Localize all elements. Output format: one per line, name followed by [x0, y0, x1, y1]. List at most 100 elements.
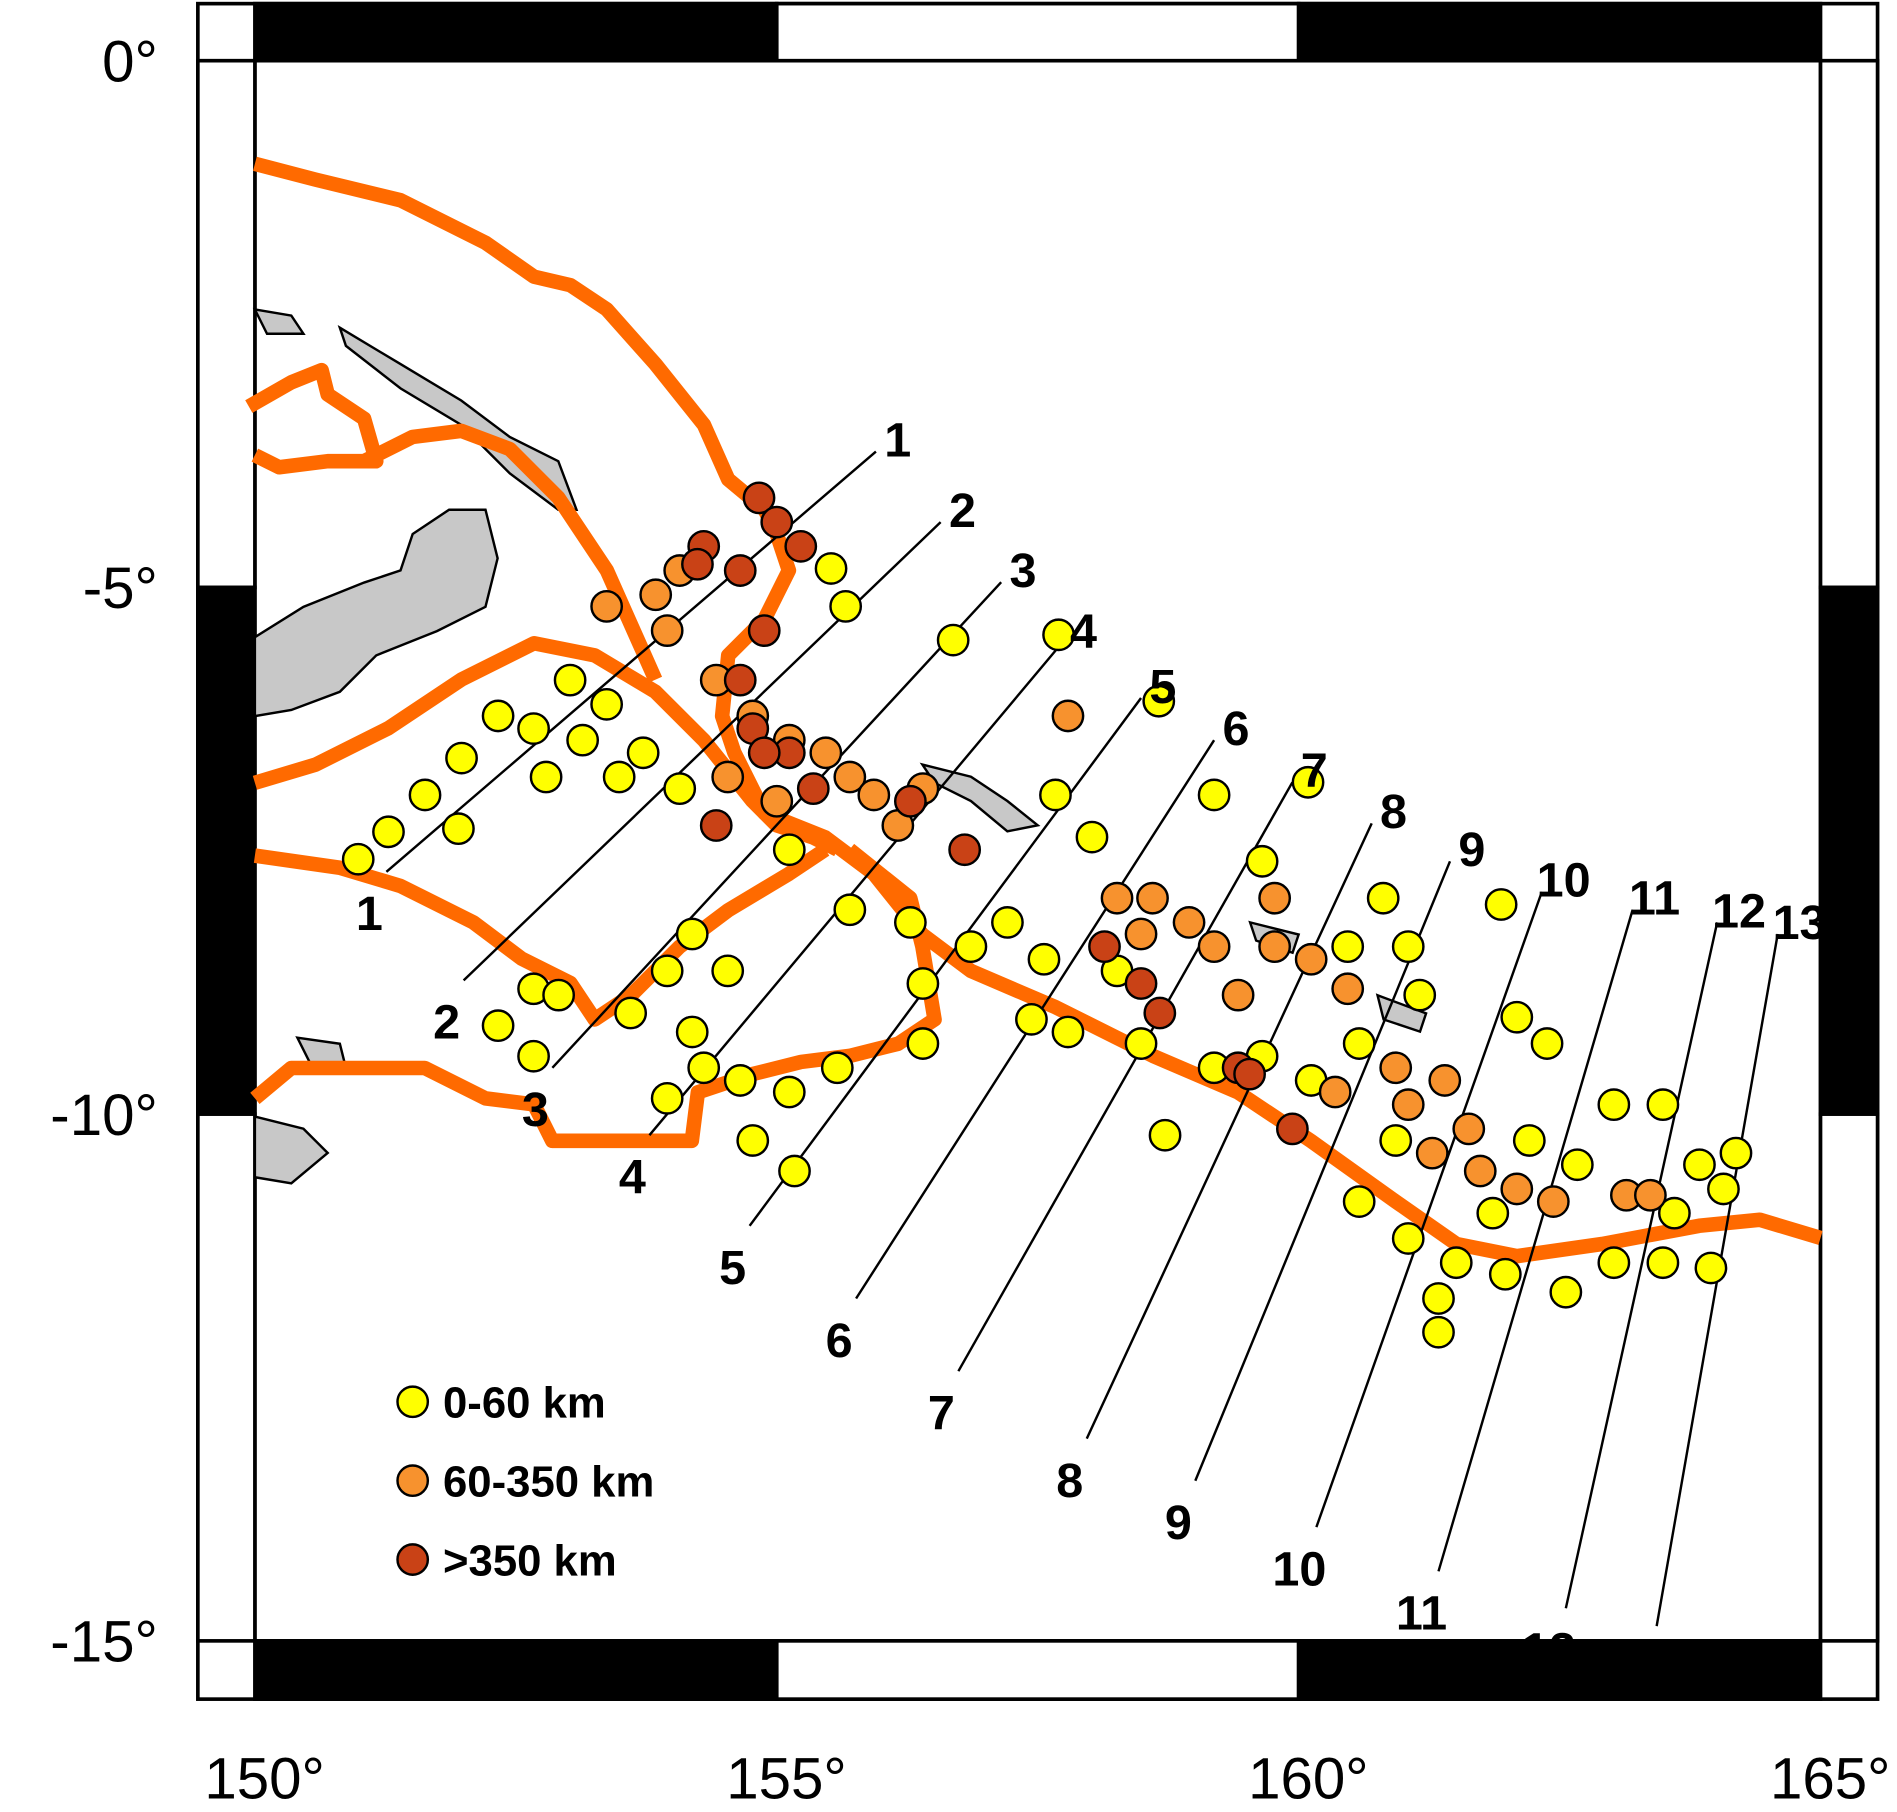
profile-label: 9: [1165, 1496, 1192, 1550]
earthquake: [1415, 1136, 1449, 1170]
earthquake: [1342, 1185, 1376, 1218]
earthquake: [1597, 1246, 1631, 1280]
earthquake: [1197, 778, 1231, 812]
earthquake: [1422, 1315, 1455, 1349]
map-area: [253, 58, 1823, 1643]
x-tick-bar: [774, 1639, 1301, 1701]
earthquake: [650, 954, 684, 988]
earthquake: [1042, 618, 1075, 652]
earthquake: [1476, 1196, 1510, 1230]
earthquake: [626, 736, 660, 770]
earthquake: [590, 589, 624, 623]
earthquake: [829, 589, 863, 623]
earthquake: [1221, 978, 1255, 1012]
earthquake: [1100, 881, 1134, 915]
y-tick-bar: [196, 1112, 257, 1643]
profile-label: 6: [826, 1314, 853, 1368]
earthquake: [1379, 1124, 1413, 1157]
earthquake: [760, 784, 794, 818]
earthquake: [820, 1051, 854, 1085]
earthquake: [675, 1015, 709, 1049]
earthquake: [445, 741, 478, 775]
earthquake: [772, 833, 806, 867]
earthquake: [1391, 1222, 1425, 1255]
earthquake: [784, 529, 818, 563]
earthquake: [1331, 972, 1365, 1006]
profile-label: 3: [522, 1083, 549, 1137]
earthquake: [1136, 881, 1169, 915]
profile-label: 12: [1522, 1623, 1576, 1677]
legend-marker: [396, 1464, 430, 1498]
x-tick-bar: [253, 1, 779, 63]
earthquake: [736, 1124, 770, 1157]
frame-bars: [196, 1, 1880, 1701]
earthquake: [1233, 1057, 1266, 1091]
earthquake: [408, 778, 442, 812]
earthquake: [1403, 978, 1437, 1012]
earthquake: [1366, 881, 1400, 915]
x-tick-bar: [774, 1, 1301, 63]
earthquake: [711, 760, 745, 794]
plate-boundary: [252, 635, 841, 857]
profile-label: 13: [1773, 896, 1827, 950]
x-tick-label: 150°: [204, 1747, 324, 1812]
x-tick-bar: [1296, 1, 1823, 63]
earthquake: [1172, 906, 1206, 939]
profile-line: [1085, 822, 1373, 1440]
land: [252, 307, 306, 335]
earthquake: [650, 1081, 684, 1115]
earthquake: [529, 760, 563, 794]
y-tick-label: 0°: [102, 29, 158, 94]
earthquake: [833, 760, 867, 794]
earthquake: [1428, 1064, 1462, 1097]
land: [919, 762, 1041, 833]
earthquake: [602, 760, 636, 794]
earthquake: [1500, 1172, 1534, 1206]
legend-marker: [396, 1543, 430, 1576]
earthquake: [1051, 699, 1085, 733]
profile-label: 1: [356, 887, 383, 941]
profile-label: 5: [719, 1241, 746, 1295]
earthquake: [814, 552, 848, 585]
earthquake: [1707, 1172, 1740, 1206]
earthquake: [1331, 930, 1365, 964]
y-tick-label: -5°: [83, 556, 158, 621]
earthquake: [1658, 1196, 1691, 1230]
earthquake: [1379, 1051, 1413, 1085]
earthquake: [906, 1027, 940, 1060]
earthquake: [1027, 942, 1061, 976]
earthquake: [747, 736, 781, 770]
earthquake: [590, 687, 624, 721]
earthquake: [481, 1009, 515, 1043]
profile-label: 11: [1629, 872, 1680, 926]
earthquake: [1039, 778, 1072, 812]
earthquake: [542, 978, 576, 1012]
legend-marker: [396, 1385, 430, 1419]
y-tick-bar: [1818, 585, 1880, 1116]
plate-boundary: [253, 843, 830, 1027]
earthquake: [442, 812, 475, 846]
earthquake: [481, 699, 515, 733]
earthquake: [341, 842, 375, 876]
earthquake: [711, 954, 745, 988]
x-tick-bar: [253, 1639, 779, 1701]
earthquake: [723, 554, 757, 587]
x-tick-label: 165°: [1770, 1747, 1890, 1812]
y-tick-bar: [196, 58, 257, 590]
y-tick-bar: [1818, 1112, 1880, 1643]
earthquake: [1124, 967, 1158, 1000]
profile-label: 11: [1396, 1587, 1447, 1641]
earthquake: [747, 614, 781, 647]
earthquake: [1294, 942, 1328, 976]
earthquake: [1015, 1002, 1048, 1036]
labels: 150° 155° 160° 165°0°-5°-10°-15°11223344556…: [50, 29, 1890, 1811]
earthquake: [1536, 1185, 1570, 1218]
earthquake: [1275, 1112, 1309, 1146]
profile-line: [385, 450, 877, 873]
earthquake: [1512, 1124, 1546, 1157]
y-tick-label: -10°: [50, 1083, 157, 1148]
earthquake: [650, 614, 684, 647]
earthquake: [614, 996, 648, 1030]
profile-line: [462, 521, 942, 982]
profile-label: 12: [1712, 884, 1766, 938]
